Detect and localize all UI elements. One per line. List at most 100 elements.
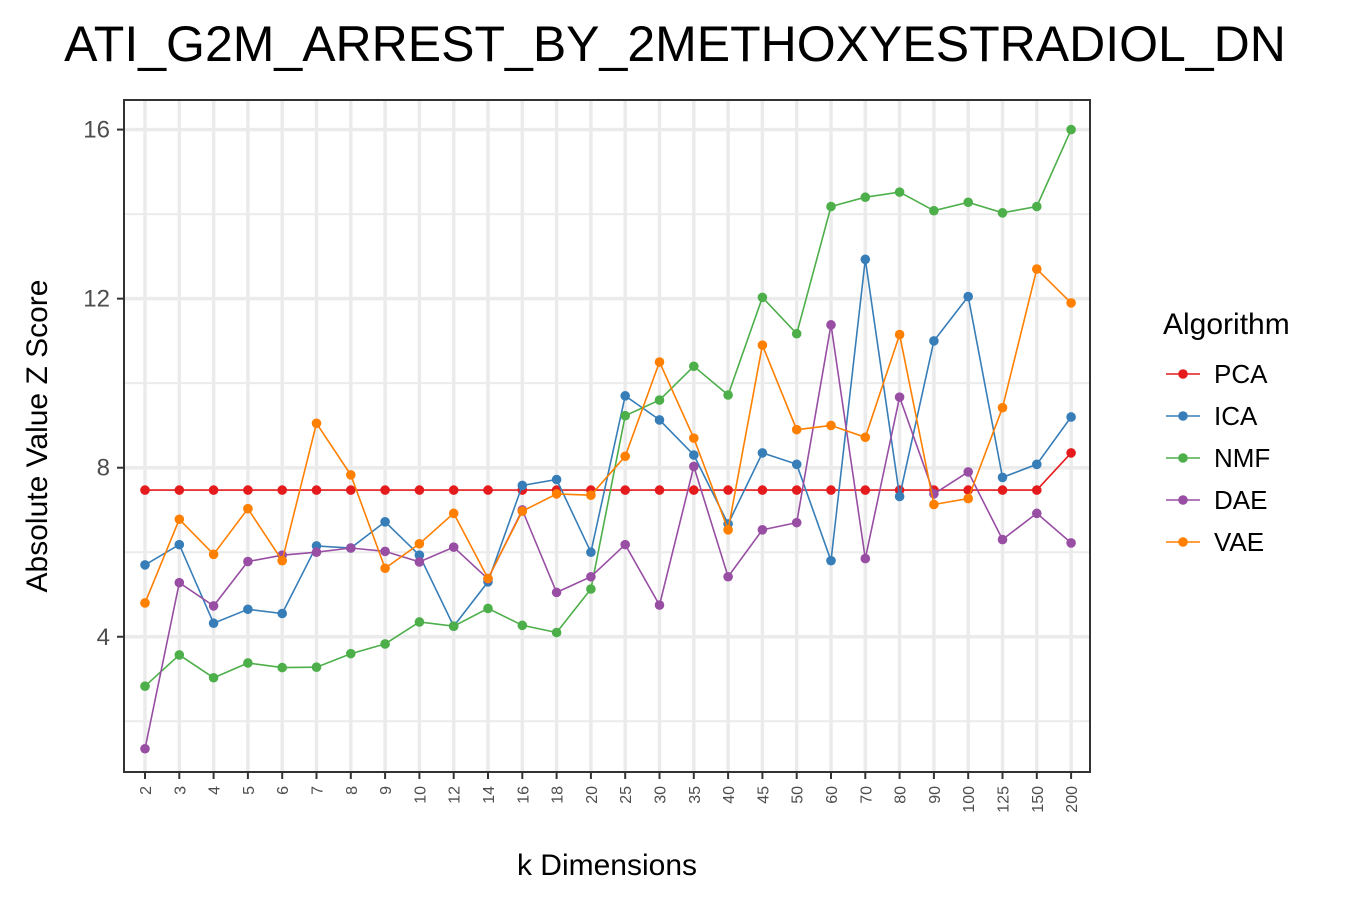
data-point-nmf [826, 201, 836, 212]
data-point-vae [517, 506, 528, 517]
x-tick-label: 90 [927, 786, 944, 804]
legend-label: NMF [1214, 443, 1270, 473]
data-point-vae [208, 549, 219, 560]
series-line-vae [144, 267, 1072, 604]
data-point-ica [963, 291, 973, 302]
data-point-dae [140, 743, 150, 754]
data-point-ica [380, 516, 390, 527]
data-point-pca [654, 485, 665, 495]
legend-item-ica: ICA [1166, 401, 1258, 431]
data-point-pca [174, 485, 185, 495]
data-point-ica [929, 336, 939, 346]
x-tick-label: 70 [858, 786, 875, 804]
data-point-pca [277, 485, 288, 495]
data-point-dae [894, 392, 905, 402]
x-tick-label: 150 [1030, 786, 1047, 813]
data-point-nmf [174, 650, 185, 660]
legend-item-nmf: NMF [1166, 443, 1270, 473]
data-point-ica [414, 550, 425, 560]
data-point-pca [448, 485, 459, 495]
data-point-vae [723, 525, 733, 535]
chart-title: ATI_G2M_ARREST_BY_2METHOXYESTRADIOL_DN [64, 16, 1286, 72]
series-line-dae [144, 324, 1072, 749]
y-tick-label: 4 [97, 624, 110, 651]
data-point-nmf [346, 648, 356, 659]
data-point-nmf [1032, 201, 1042, 212]
data-point-ica [586, 547, 596, 558]
legend-item-vae: VAE [1166, 527, 1264, 557]
data-point-dae [448, 542, 459, 552]
data-point-dae [380, 546, 390, 557]
data-point-pca [414, 485, 425, 495]
x-tick-label: 40 [721, 786, 738, 804]
data-point-nmf [894, 187, 905, 197]
data-point-dae [174, 577, 185, 588]
data-point-ica [689, 450, 699, 460]
data-point-vae [997, 402, 1008, 413]
data-point-dae [243, 556, 253, 567]
x-tick-label: 20 [584, 786, 601, 804]
data-point-pca [380, 485, 390, 495]
data-point-vae [860, 432, 871, 443]
legend-label: ICA [1214, 401, 1258, 431]
data-point-ica [517, 480, 528, 491]
x-tick-label: 7 [310, 786, 327, 795]
data-point-nmf [1066, 124, 1076, 135]
data-point-dae [860, 553, 871, 564]
data-point-pca [140, 485, 150, 495]
data-point-nmf [620, 410, 630, 421]
x-tick-label: 6 [275, 786, 292, 795]
legend-key-point [1178, 453, 1188, 463]
data-point-pca [791, 485, 802, 495]
data-point-nmf [380, 639, 390, 649]
data-point-nmf [277, 662, 288, 673]
data-point-dae [1032, 508, 1042, 519]
data-point-ica [791, 459, 802, 470]
data-point-nmf [586, 584, 596, 594]
legend-item-dae: DAE [1166, 485, 1267, 515]
data-point-nmf [551, 627, 562, 638]
data-point-nmf [140, 681, 150, 692]
data-point-nmf [689, 361, 699, 372]
data-point-dae [654, 600, 665, 610]
legend-key-point [1178, 537, 1188, 547]
data-point-nmf [929, 205, 939, 216]
data-point-nmf [997, 208, 1008, 218]
data-point-pca [346, 485, 356, 495]
data-point-pca [757, 485, 768, 495]
data-point-nmf [860, 192, 871, 203]
data-point-nmf [517, 620, 528, 631]
x-tick-label: 200 [1064, 786, 1081, 813]
data-point-dae [963, 467, 973, 477]
data-point-pca [997, 485, 1008, 495]
data-point-pca [1066, 448, 1076, 458]
series-layer [140, 124, 1076, 754]
x-tick-label: 35 [687, 786, 704, 804]
data-point-nmf [414, 617, 425, 627]
data-point-vae [1066, 298, 1076, 308]
x-tick-label: 80 [893, 786, 910, 804]
x-tick-label: 50 [790, 786, 807, 804]
data-point-dae [1066, 538, 1076, 548]
data-point-pca [689, 485, 699, 495]
data-point-dae [826, 320, 836, 330]
x-tick-label: 14 [481, 786, 498, 804]
data-point-vae [689, 433, 699, 443]
data-point-vae [620, 451, 630, 462]
data-point-vae [654, 357, 665, 367]
x-tick-label: 25 [618, 786, 635, 804]
series-line-nmf [144, 129, 1072, 687]
data-point-dae [723, 571, 733, 582]
x-tick-label: 12 [447, 786, 464, 804]
data-point-ica [894, 491, 905, 502]
data-point-ica [174, 539, 185, 550]
x-tick-label: 9 [378, 786, 395, 795]
data-point-ica [826, 555, 836, 566]
plot-panel-border [123, 99, 1091, 773]
x-tick-label: 2 [138, 786, 155, 795]
x-tick-label: 30 [653, 786, 670, 804]
data-point-dae [414, 557, 425, 567]
data-point-dae [689, 461, 699, 472]
data-point-vae [1032, 264, 1042, 274]
